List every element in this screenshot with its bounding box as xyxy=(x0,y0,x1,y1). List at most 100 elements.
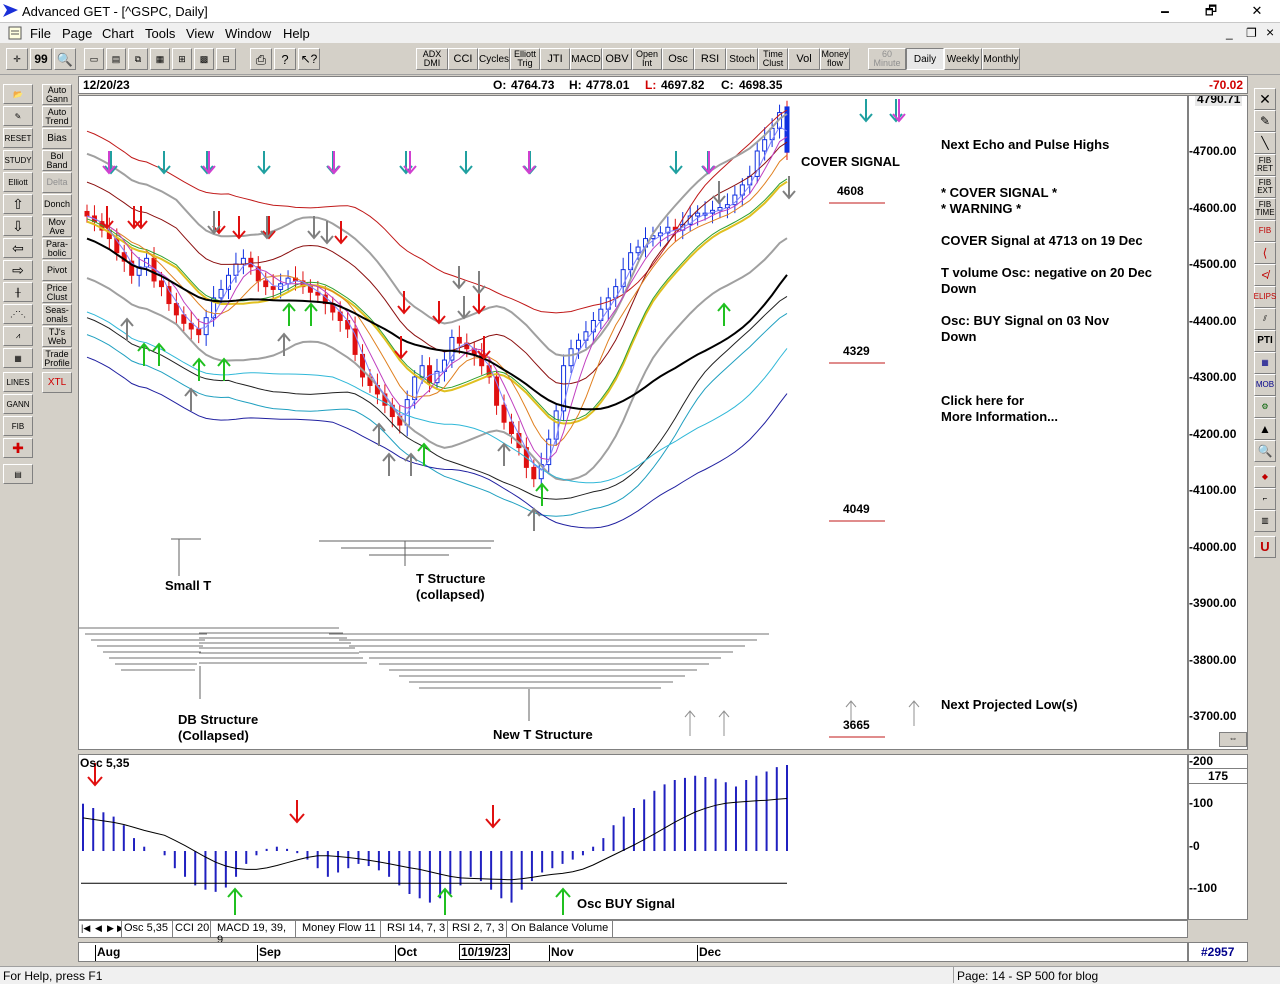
tool-price-clust[interactable]: Price Clust xyxy=(42,282,72,303)
menu-tools[interactable]: Tools xyxy=(145,26,176,41)
ind-rsi-button[interactable]: RSI xyxy=(694,48,726,70)
tool-parabolic[interactable]: Para-bolic xyxy=(42,238,72,259)
tab-obv[interactable]: On Balance Volume xyxy=(507,921,613,937)
channel-tool-button[interactable]: ⩘ xyxy=(3,326,33,346)
tool-xtl[interactable]: XTL xyxy=(42,372,72,393)
gann-button[interactable]: GANN xyxy=(3,394,33,414)
grid-tool-button[interactable]: ▦ xyxy=(3,348,33,368)
ind-time-clust-button[interactable]: Time Clust xyxy=(758,48,788,70)
ind-jti-button[interactable]: JTI xyxy=(540,48,570,70)
print-button[interactable]: ⎙ xyxy=(250,48,272,70)
tile-button[interactable]: ⊞ xyxy=(172,48,192,70)
menu-chart[interactable]: Chart xyxy=(102,26,134,41)
arrow-up-button[interactable]: ⇧ xyxy=(3,194,33,214)
tf-daily-button[interactable]: Daily xyxy=(906,48,944,70)
grid-button-right[interactable]: ▦ xyxy=(1254,352,1276,374)
tool-pivot[interactable]: Pivot xyxy=(42,260,72,281)
tab-macd[interactable]: MACD 19, 39, 9 xyxy=(211,921,296,946)
ind-elliott-trig-button[interactable]: Elliott Trig xyxy=(510,48,540,70)
marker-button[interactable]: ◆ xyxy=(1254,466,1276,488)
tab-osc[interactable]: Osc 5,35 xyxy=(121,921,173,937)
bar-tool-button[interactable]: ╫ xyxy=(3,282,33,302)
tool-trade-profile[interactable]: Trade Profile xyxy=(42,348,72,369)
channel-button[interactable]: ⫽ xyxy=(1254,308,1276,330)
paint-button[interactable]: ⌐ xyxy=(1254,488,1276,510)
tf-monthly-button[interactable]: Monthly xyxy=(982,48,1020,70)
ind-vol-button[interactable]: Vol xyxy=(788,48,820,70)
ind-osc-button[interactable]: Osc xyxy=(662,48,694,70)
chart-window-button[interactable]: ▦ xyxy=(150,48,170,70)
ind-macd-button[interactable]: MACD xyxy=(570,48,602,70)
reset-button[interactable]: RESET xyxy=(3,128,33,148)
ind-obv-button[interactable]: OBV xyxy=(602,48,632,70)
tool-mov-ave[interactable]: Mov Ave xyxy=(42,216,72,237)
tool-bias[interactable]: Bias xyxy=(42,128,72,149)
edit-button[interactable]: ✎ xyxy=(3,106,33,126)
report-button[interactable]: ▤ xyxy=(3,464,33,484)
table-button[interactable]: ▥ xyxy=(1254,510,1276,532)
fib-time-button[interactable]: FIB TIME xyxy=(1254,198,1276,220)
arrow-left-button[interactable]: ⇦ xyxy=(3,238,33,258)
cross-tool-button[interactable]: ✚ xyxy=(3,438,33,458)
scale-expand-button[interactable]: ⇔ xyxy=(1219,732,1247,747)
draw-tool-button[interactable]: ✎ xyxy=(1254,110,1276,132)
more-info-link-2[interactable]: More Information... xyxy=(941,409,1058,424)
menu-view[interactable]: View xyxy=(186,26,214,41)
crosshair-tool-button[interactable]: ✛ xyxy=(6,48,28,70)
copy-page-button[interactable]: ⧉ xyxy=(128,48,148,70)
u-button[interactable]: U xyxy=(1254,536,1276,558)
new-page-button[interactable]: ▭ xyxy=(84,48,104,70)
tf-60-minute-button[interactable]: 60 Minute xyxy=(868,48,906,70)
tab-prev-button[interactable]: ◀ xyxy=(95,923,102,933)
fib-ret-button[interactable]: FIB RET xyxy=(1254,154,1276,176)
help-button[interactable]: ? xyxy=(274,48,296,70)
doc-close-button[interactable]: × xyxy=(1266,24,1275,40)
tool-tjs-web[interactable]: TJ's Web xyxy=(42,326,72,347)
trendline-button[interactable]: ╲ xyxy=(1254,132,1276,154)
doc-restore-button[interactable]: ❐ xyxy=(1246,26,1257,40)
close-button[interactable]: ✕ xyxy=(1251,3,1263,18)
elliott-tool-button[interactable]: Elliott xyxy=(3,172,33,192)
tool-bol-band[interactable]: Bol Band xyxy=(42,150,72,171)
tool-delta[interactable]: Delta xyxy=(42,172,72,193)
menu-page[interactable]: Page xyxy=(62,26,93,41)
tab-rsi-2[interactable]: RSI 2, 7, 3 xyxy=(448,921,507,937)
tab-money-flow[interactable]: Money Flow 11 xyxy=(296,921,381,937)
arrow-down-button[interactable]: ⇩ xyxy=(3,216,33,236)
delete-tool-button[interactable]: ✕ xyxy=(1254,88,1276,110)
zoom-tool-button[interactable]: 🔍 xyxy=(54,48,76,70)
context-help-button[interactable]: ↖? xyxy=(298,48,320,70)
ellipse-button[interactable]: ELIPS xyxy=(1254,286,1276,308)
menu-file[interactable]: File xyxy=(30,26,51,41)
ind-open-int-button[interactable]: Open Int xyxy=(632,48,662,70)
arrow-right-button[interactable]: ⇨ xyxy=(3,260,33,280)
layout-button[interactable]: ⊟ xyxy=(216,48,236,70)
open-folder-button[interactable]: 📂 xyxy=(3,84,33,104)
ind-money-flow-button[interactable]: Money flow xyxy=(820,48,850,70)
menu-window[interactable]: Window xyxy=(225,26,272,41)
oscillator-pane[interactable]: Osc 5,35 Osc BUY Signal xyxy=(78,754,1188,920)
more-info-link[interactable]: Click here for xyxy=(941,393,1025,408)
fan-lines-button[interactable]: ≮ xyxy=(1254,264,1276,286)
page-list-button[interactable]: ▤ xyxy=(106,48,126,70)
fan-button[interactable]: ⟨ xyxy=(1254,242,1276,264)
tab-next-button[interactable]: ▶ xyxy=(107,923,114,933)
tool-auto-gann[interactable]: Auto Gann xyxy=(42,84,72,105)
lines-button[interactable]: LINES xyxy=(3,372,33,392)
tool-seasonals[interactable]: Seas-onals xyxy=(42,304,72,325)
grid-button[interactable]: ▩ xyxy=(194,48,214,70)
swing-tool-button[interactable]: ⋰⋱ xyxy=(3,304,33,324)
tab-rsi-14[interactable]: RSI 14, 7, 3 xyxy=(381,921,448,937)
arrow-up-button-right[interactable]: ▲ xyxy=(1254,418,1276,440)
tf-weekly-button[interactable]: Weekly xyxy=(944,48,982,70)
pti-button[interactable]: PTI xyxy=(1254,330,1276,352)
ind-cycles-button[interactable]: Cycles xyxy=(478,48,510,70)
doc-minimize-button[interactable]: _ xyxy=(1226,26,1233,40)
tool-auto-trend[interactable]: Auto Trend xyxy=(42,106,72,127)
fib-button[interactable]: FIB xyxy=(3,416,33,436)
mob-button[interactable]: MOB xyxy=(1254,374,1276,396)
study-button[interactable]: STUDY xyxy=(3,150,33,170)
tool-donch[interactable]: Donch xyxy=(42,194,72,215)
tab-cci[interactable]: CCI 20 xyxy=(172,921,211,937)
zoom-button-right[interactable]: 🔍 xyxy=(1254,440,1276,462)
